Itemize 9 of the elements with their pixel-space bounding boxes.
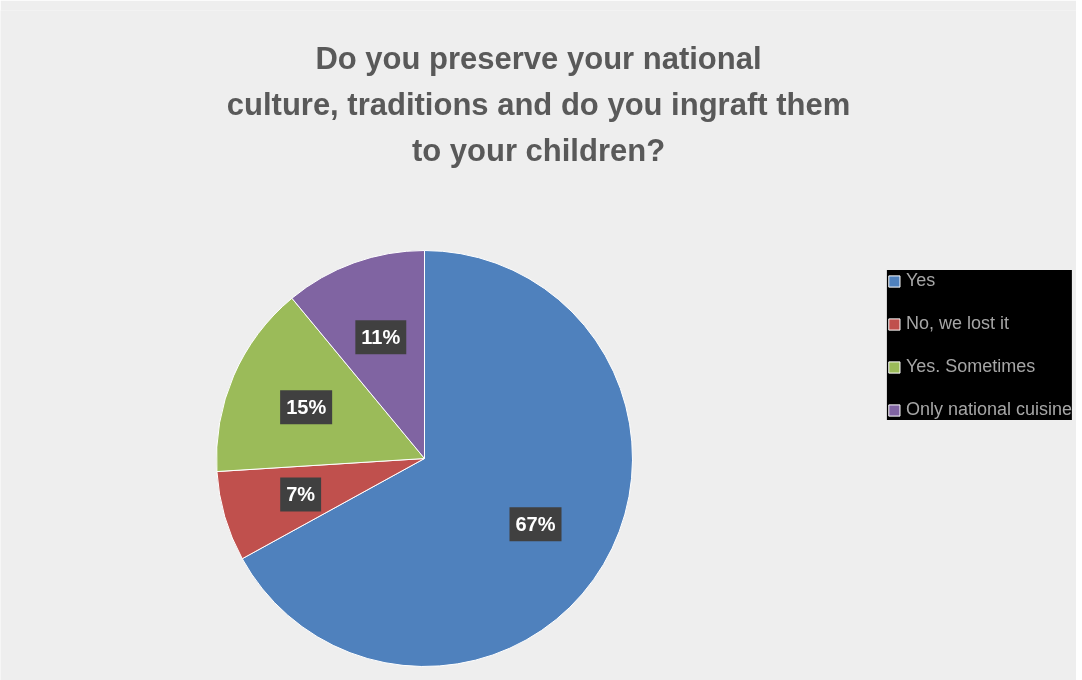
data-label: 11% — [361, 326, 401, 349]
data-label: 7% — [286, 483, 316, 506]
legend-label: Yes — [905, 270, 936, 291]
legend-label: No, we lost it — [905, 313, 1009, 334]
legend-label: Only national cuisine — [905, 399, 1072, 420]
data-label: 15% — [286, 396, 327, 419]
legend-label: Yes. Sometimes — [905, 356, 1036, 377]
chart-title: Do you preserve your national culture, traditions and do you ingraft them to your children? — [226, 41, 851, 168]
data-label: 67% — [515, 513, 556, 536]
